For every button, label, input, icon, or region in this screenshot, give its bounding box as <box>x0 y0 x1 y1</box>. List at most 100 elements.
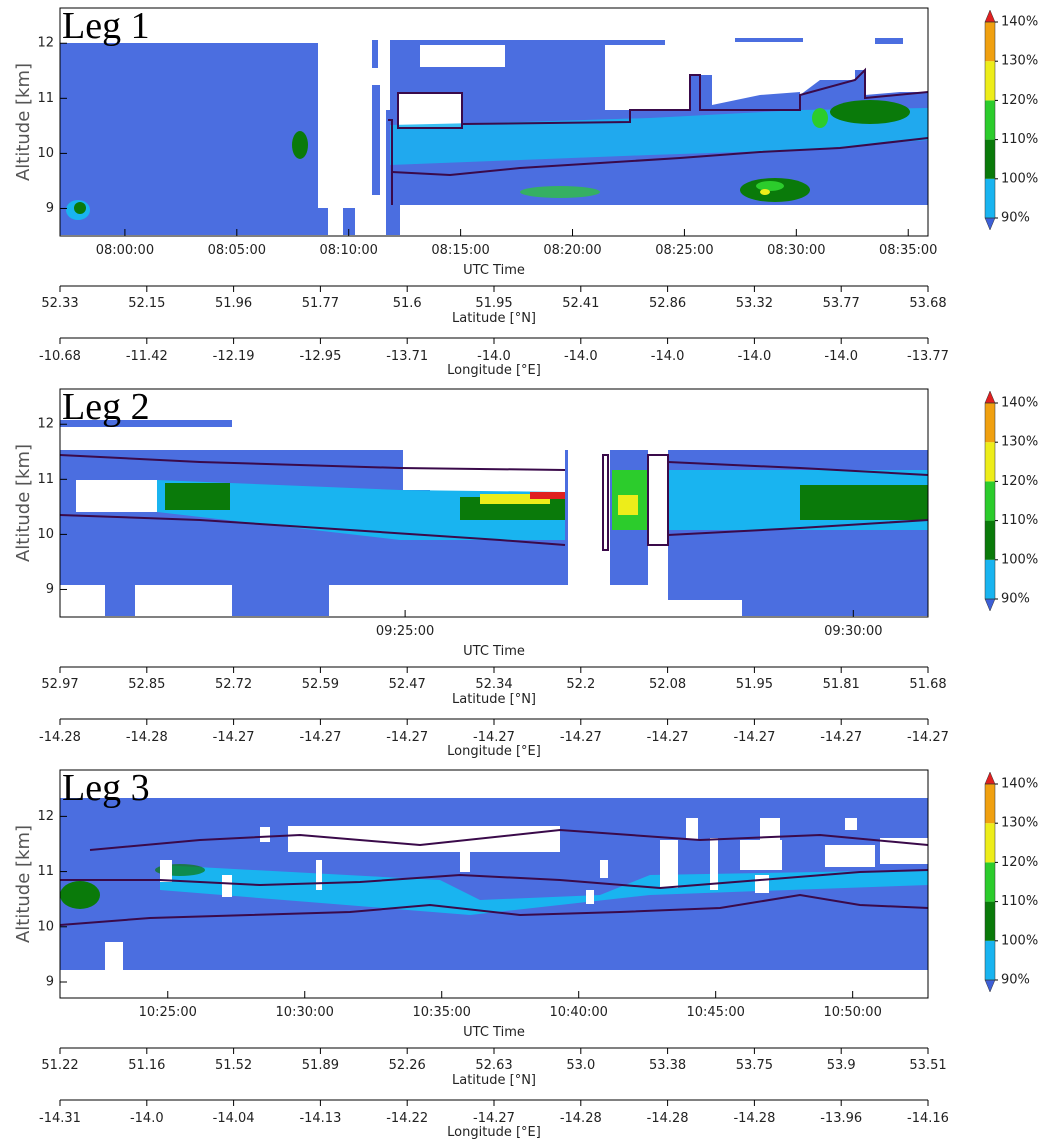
lat-tick-label: 51.81 <box>823 677 860 692</box>
colorbar-frame <box>984 402 996 600</box>
lon-tick-label: -14.28 <box>733 1111 775 1126</box>
colorbar-over <box>984 771 996 785</box>
y-axis-label: Altitude [km] <box>13 825 34 943</box>
lat-tick-label: 53.51 <box>909 1058 946 1073</box>
colorbar-tick-label: 130% <box>1001 54 1038 69</box>
lon-tick-label: -14.0 <box>130 1111 164 1126</box>
lon-tick-label: -13.77 <box>907 349 949 364</box>
colorbar-segment <box>985 61 995 101</box>
colorbar-segment <box>985 139 995 179</box>
lon-tick-label: -14.27 <box>386 730 428 745</box>
lat-tick-label: 52.33 <box>41 296 78 311</box>
lat-tick-label: 51.95 <box>475 296 512 311</box>
colorbar-under <box>984 979 996 993</box>
lon-tick-label: -14.04 <box>213 1111 255 1126</box>
lat-tick-label: 52.86 <box>649 296 686 311</box>
lon-tick-label: -14.27 <box>820 730 862 745</box>
lon-tick-label: -11.42 <box>126 349 168 364</box>
y-tick-label: 9 <box>46 582 54 597</box>
colorbar-frame <box>984 21 996 219</box>
plot-frame <box>59 7 929 237</box>
lat-tick-label: 51.6 <box>393 296 422 311</box>
lon-tick-label: -14.0 <box>738 349 772 364</box>
plot-frame <box>59 388 929 618</box>
lat-axis-label: Latitude [°N] <box>452 1073 536 1088</box>
lat-axis-label: Latitude [°N] <box>452 311 536 326</box>
colorbar-under <box>984 598 996 612</box>
colorbar-segment <box>985 403 995 443</box>
colorbar-frame <box>984 783 996 981</box>
field <box>60 38 928 235</box>
lon-tick-label: -12.95 <box>299 349 341 364</box>
lat-tick-label: 51.89 <box>302 1058 339 1073</box>
x-tick-label: 08:20:00 <box>543 243 601 258</box>
x-tick-label: 10:25:00 <box>139 1005 197 1020</box>
lon-tick-label: -14.27 <box>473 1111 515 1126</box>
colorbar-tick-label: 130% <box>1001 816 1038 831</box>
colorbar-segment <box>985 100 995 140</box>
lon-tick-label: -14.16 <box>907 1111 949 1126</box>
x-tick-label: 09:30:00 <box>824 624 882 639</box>
lon-tick-label: -14.28 <box>560 1111 602 1126</box>
y-tick-label: 10 <box>37 527 54 542</box>
colorbar-under <box>984 217 996 231</box>
lat-tick-label: 52.59 <box>302 677 339 692</box>
lon-tick-label: -14.28 <box>126 730 168 745</box>
x-axis-label: UTC Time <box>463 1025 525 1040</box>
x-tick-label: 10:35:00 <box>413 1005 471 1020</box>
lat-tick-label: 53.75 <box>736 1058 773 1073</box>
colorbar-over <box>984 9 996 23</box>
lon-tick-label: -14.27 <box>560 730 602 745</box>
colorbar-tick-label: 140% <box>1001 15 1038 30</box>
y-tick-label: 9 <box>46 974 54 989</box>
lon-tick-label: -14.27 <box>907 730 949 745</box>
lon-tick-label: -14.28 <box>39 730 81 745</box>
colorbar-segment <box>985 481 995 521</box>
y-axis-label: Altitude [km] <box>13 63 34 181</box>
colorbar-tick-label: 100% <box>1001 171 1038 186</box>
y-axis-label: Altitude [km] <box>13 444 34 562</box>
lon-tick-label: -14.0 <box>564 349 598 364</box>
lat-tick-label: 53.0 <box>566 1058 595 1073</box>
lat-tick-label: 52.26 <box>389 1058 426 1073</box>
colorbar-tick-label: 110% <box>1001 132 1038 147</box>
field <box>60 420 928 617</box>
lat-tick-label: 52.15 <box>128 296 165 311</box>
colorbar-tick-label: 140% <box>1001 396 1038 411</box>
lat-tick-label: 52.2 <box>566 677 595 692</box>
lon-tick-label: -10.68 <box>39 349 81 364</box>
y-tick-label: 11 <box>37 91 54 106</box>
lon-tick-label: -14.22 <box>386 1111 428 1126</box>
lat-tick-label: 52.85 <box>128 677 165 692</box>
x-tick-label: 08:05:00 <box>208 243 266 258</box>
x-tick-label: 09:25:00 <box>376 624 434 639</box>
lat-tick-label: 51.96 <box>215 296 252 311</box>
colorbar-tick-label: 90% <box>1001 973 1030 988</box>
y-tick-label: 10 <box>37 919 54 934</box>
lat-tick-label: 52.47 <box>389 677 426 692</box>
lon-tick-label: -13.71 <box>386 349 428 364</box>
lon-tick-label: -14.0 <box>477 349 511 364</box>
colorbar-segment <box>985 901 995 941</box>
colorbar-segment <box>985 178 995 218</box>
y-tick-label: 10 <box>37 146 54 161</box>
lat-tick-label: 52.63 <box>475 1058 512 1073</box>
y-tick-label: 12 <box>37 417 54 432</box>
lat-tick-label: 51.77 <box>302 296 339 311</box>
panel-title: Leg 1 <box>62 5 150 47</box>
y-tick-label: 12 <box>37 36 54 51</box>
colorbar-tick-label: 90% <box>1001 592 1030 607</box>
lon-tick-label: -14.27 <box>299 730 341 745</box>
colorbar-tick-label: 120% <box>1001 474 1038 489</box>
x-tick-label: 08:15:00 <box>431 243 489 258</box>
colorbar-tick-label: 100% <box>1001 933 1038 948</box>
colorbar-tick-label: 110% <box>1001 894 1038 909</box>
lon-axis-label: Longitude [°E] <box>447 744 541 759</box>
y-tick-label: 9 <box>46 201 54 216</box>
lat-tick-label: 53.32 <box>736 296 773 311</box>
x-tick-label: 08:10:00 <box>320 243 378 258</box>
colorbar-segment <box>985 862 995 902</box>
colorbar-tick-label: 120% <box>1001 93 1038 108</box>
lon-tick-label: -14.0 <box>824 349 858 364</box>
x-axis-label: UTC Time <box>463 263 525 278</box>
